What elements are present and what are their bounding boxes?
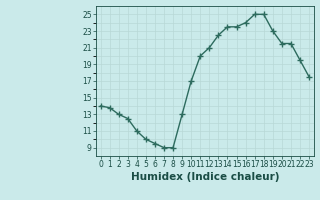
X-axis label: Humidex (Indice chaleur): Humidex (Indice chaleur) [131, 172, 279, 182]
